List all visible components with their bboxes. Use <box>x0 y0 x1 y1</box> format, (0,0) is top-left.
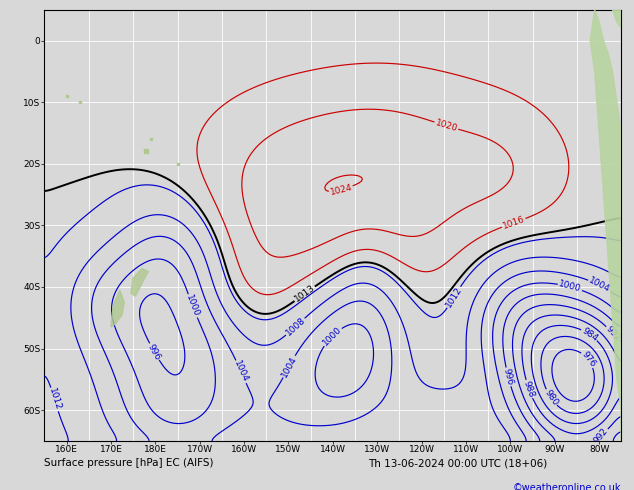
Polygon shape <box>131 269 149 296</box>
Text: 996: 996 <box>146 342 162 362</box>
Text: 1004: 1004 <box>587 276 612 294</box>
Text: 1004: 1004 <box>232 360 250 384</box>
Text: ©weatheronline.co.uk: ©weatheronline.co.uk <box>513 483 621 490</box>
Text: Surface pressure [hPa] EC (AIFS): Surface pressure [hPa] EC (AIFS) <box>44 458 214 468</box>
Text: 976: 976 <box>579 350 597 369</box>
Text: 1013: 1013 <box>293 283 316 304</box>
Polygon shape <box>111 290 124 327</box>
Polygon shape <box>612 10 621 28</box>
Text: 988: 988 <box>522 379 536 399</box>
Text: 1012: 1012 <box>47 387 62 412</box>
Text: 1008: 1008 <box>284 316 307 338</box>
Text: Th 13-06-2024 00:00 UTC (18+06): Th 13-06-2024 00:00 UTC (18+06) <box>368 458 547 468</box>
Text: 1000: 1000 <box>558 280 582 294</box>
Text: 992: 992 <box>604 324 622 343</box>
Text: 1016: 1016 <box>501 215 526 231</box>
Text: 992: 992 <box>592 426 610 445</box>
Text: 984: 984 <box>580 326 599 343</box>
Polygon shape <box>590 10 621 441</box>
Text: 996: 996 <box>502 368 515 387</box>
Text: 1020: 1020 <box>434 118 458 133</box>
Text: 1012: 1012 <box>444 285 463 309</box>
Text: 1000: 1000 <box>321 325 344 348</box>
Text: 1000: 1000 <box>184 294 201 318</box>
Text: 980: 980 <box>542 388 559 407</box>
Text: 1004: 1004 <box>280 354 299 379</box>
Text: 1024: 1024 <box>329 183 353 197</box>
